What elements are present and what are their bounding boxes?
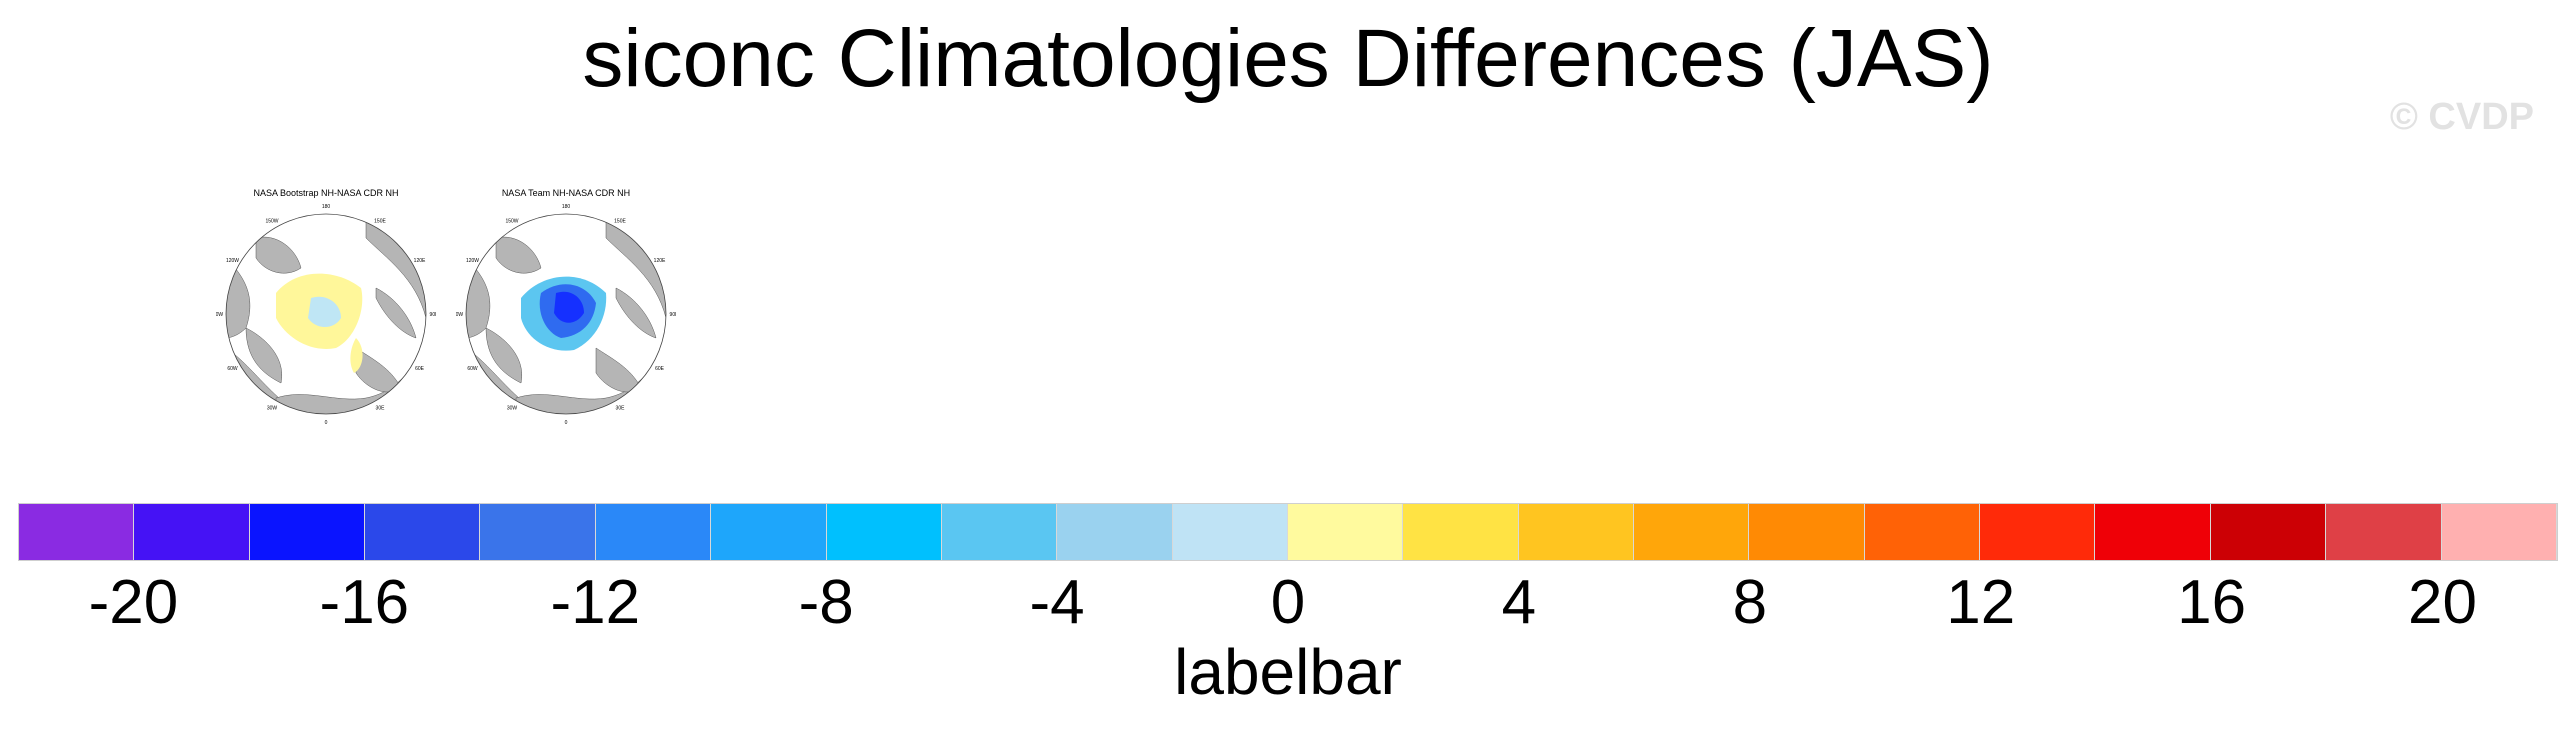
- labelbar-tick-label: -16: [319, 568, 410, 637]
- labelbar-swatch: [595, 504, 712, 560]
- longitude-label: 60E: [415, 366, 425, 372]
- panel-title: NASA Bootstrap NH-NASA CDR NH: [253, 188, 399, 198]
- longitude-label: 90W: [216, 312, 223, 318]
- longitude-label: 30W: [507, 406, 518, 412]
- figure-title: siconc Climatologies Differences (JAS): [582, 13, 1994, 104]
- labelbar-tick-label: 4: [1501, 568, 1537, 637]
- land-mass: [375, 287, 417, 339]
- labelbar-title: labelbar: [1174, 636, 1402, 708]
- labelbar-tick-label: 20: [2408, 568, 2478, 637]
- longitude-label: 60W: [227, 366, 238, 372]
- color-labelbar: [18, 503, 2558, 561]
- longitude-label: 30W: [267, 406, 278, 412]
- longitude-label: 120W: [466, 258, 479, 264]
- longitude-label: 150W: [265, 218, 278, 224]
- labelbar-swatch: [1057, 504, 1173, 560]
- labelbar-swatch: [2095, 504, 2211, 560]
- labelbar-tick-label: 12: [1946, 568, 2016, 637]
- labelbar-tick-label: 16: [2177, 568, 2247, 637]
- labelbar-swatch: [711, 504, 827, 560]
- anomaly-field: [554, 291, 584, 323]
- longitude-label: 0: [325, 420, 328, 426]
- labelbar-swatch: [1864, 504, 1981, 560]
- map-panel-team: NASA Team NH-NASA CDR NH 180 150E 120E 90E 6…: [456, 188, 676, 428]
- land-mass: [245, 327, 283, 384]
- longitude-label: 0: [565, 420, 568, 426]
- land-mass: [485, 327, 523, 384]
- labelbar-swatch: [480, 504, 596, 560]
- labelbar-tick-label: -8: [798, 568, 854, 637]
- labelbar-swatch: [249, 504, 366, 560]
- map-border: [465, 213, 667, 415]
- labelbar-ticks: -20 -16 -12 -8 -4 0 4 8 12 16 20: [18, 572, 2558, 642]
- longitude-label: 150E: [374, 218, 386, 224]
- labelbar-swatch: [826, 504, 942, 560]
- labelbar-swatch: [365, 504, 481, 560]
- map-panel-bootstrap: NASA Bootstrap NH-NASA CDR NH 180 150E 120…: [216, 188, 436, 428]
- labelbar-swatch: [1172, 504, 1288, 560]
- labelbar-swatch: [1287, 504, 1404, 560]
- longitude-label: 120W: [226, 258, 239, 264]
- longitude-label: 30E: [376, 406, 386, 412]
- longitude-label: 120E: [414, 258, 426, 264]
- labelbar-tick-label: -4: [1029, 568, 1085, 637]
- land-mass: [255, 236, 302, 274]
- labelbar-tick-label: 8: [1732, 568, 1768, 637]
- polar-map-team: 180 150E 120E 90E 60E 30E 0 30W 60W 90W 120W 150W: [456, 204, 676, 426]
- polar-map-bootstrap: 180 150E 120E 90E 60E 30E 0 30W 60W 90W 120W 150W: [216, 204, 436, 426]
- longitude-label: 150W: [505, 218, 518, 224]
- labelbar-swatch: [2326, 504, 2442, 560]
- longitude-label: 60E: [655, 366, 665, 372]
- anomaly-field: [350, 338, 363, 373]
- labelbar-swatch: [19, 504, 135, 560]
- longitude-label: 180: [562, 204, 571, 210]
- longitude-label: 90W: [456, 312, 463, 318]
- longitude-label: 30E: [616, 406, 626, 412]
- labelbar-tick-label: 0: [1270, 568, 1306, 637]
- labelbar-swatch: [1634, 504, 1750, 560]
- labelbar-tick-label: -20: [88, 568, 179, 637]
- labelbar-swatch: [1749, 504, 1865, 560]
- labelbar-swatch: [134, 504, 250, 560]
- longitude-label: 90E: [430, 312, 436, 318]
- cvdp-watermark: © CVDP: [2389, 96, 2534, 138]
- labelbar-swatch: [2210, 504, 2327, 560]
- longitude-label: 90E: [670, 312, 676, 318]
- panel-title: NASA Team NH-NASA CDR NH: [501, 188, 631, 198]
- labelbar-swatch: [2441, 504, 2557, 560]
- labelbar-swatch: [941, 504, 1058, 560]
- longitude-label: 120E: [654, 258, 666, 264]
- labelbar-swatch: [1518, 504, 1635, 560]
- labelbar-swatch: [1403, 504, 1519, 560]
- map-border: [225, 213, 427, 415]
- longitude-label: 60W: [467, 366, 478, 372]
- land-mass: [495, 236, 542, 274]
- longitude-label: 150E: [614, 218, 626, 224]
- anomaly-field: [308, 296, 341, 327]
- land-mass: [615, 287, 657, 339]
- labelbar-tick-label: -12: [550, 568, 641, 637]
- longitude-label: 180: [322, 204, 331, 210]
- labelbar-swatch: [1980, 504, 2096, 560]
